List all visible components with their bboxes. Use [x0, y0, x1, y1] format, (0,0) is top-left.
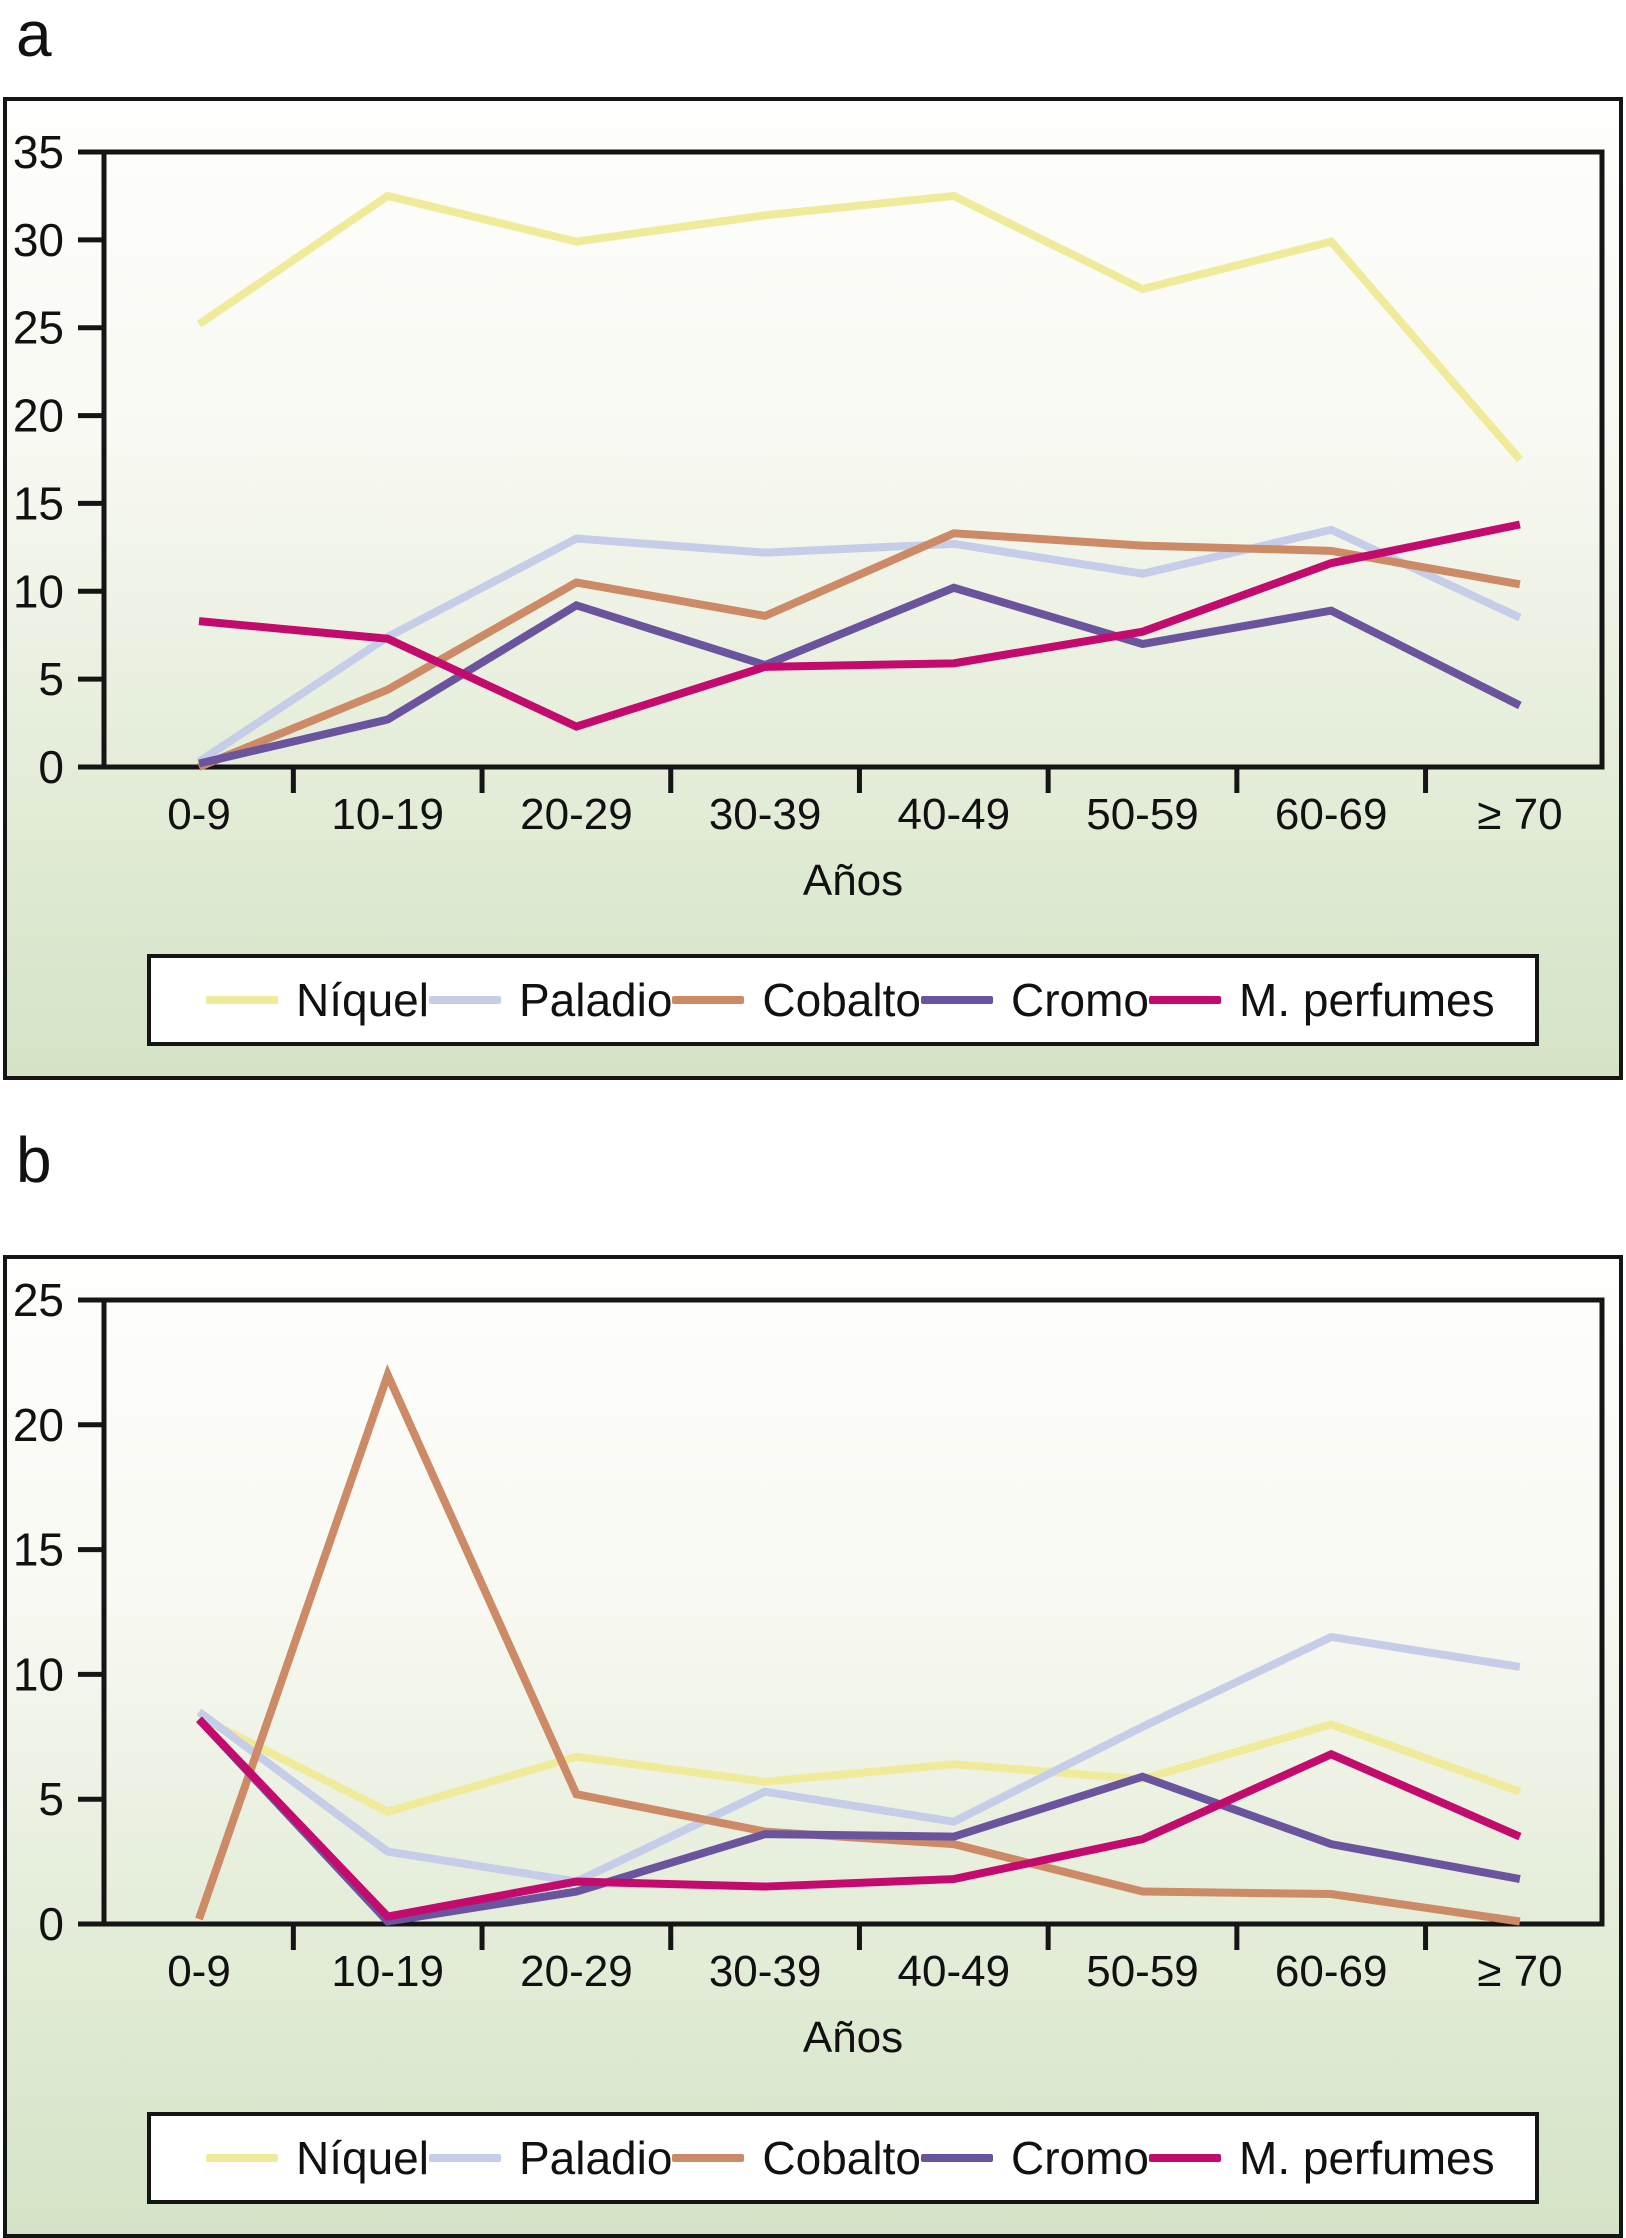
y-tick-label: 15	[13, 1524, 64, 1576]
plot-frame	[101, 1297, 1605, 1927]
y-tick-label: 30	[13, 214, 64, 266]
legend-swatch-icon	[672, 996, 745, 1004]
legend-swatch-icon	[428, 2154, 501, 2162]
legend-swatch-icon	[206, 2154, 278, 2162]
legend-item-paladio: Paladio	[428, 973, 673, 1027]
legend-label: Níquel	[296, 974, 429, 1026]
y-tick-label: 25	[13, 1274, 64, 1326]
x-tick-label: ≥ 70	[1477, 1947, 1562, 1996]
x-tick-label: 0-9	[167, 1947, 231, 1996]
y-tick-label: 0	[38, 1898, 64, 1950]
y-tick-label: 0	[38, 741, 64, 793]
x-axis-title: Años	[803, 2013, 903, 2062]
plot-frame	[101, 149, 1605, 770]
legend-item-m-perfumes: M. perfumes	[1149, 973, 1495, 1027]
series-line-paladio	[196, 1632, 1521, 1886]
panel-b-label: b	[16, 1124, 52, 1196]
x-tick-label: 20-29	[520, 790, 633, 839]
series-line-paladio	[196, 525, 1522, 766]
legend-item-cobalto: Cobalto	[672, 2131, 921, 2185]
legend-label: Cobalto	[762, 2132, 921, 2184]
series-line-cobalto	[197, 529, 1521, 771]
x-tick-label: 20-29	[520, 1947, 633, 1996]
legend-label: Paladio	[518, 2132, 673, 2184]
series-line-m-perfumes	[198, 520, 1521, 731]
legend-swatch-icon	[1149, 996, 1222, 1004]
y-tick-label: 5	[38, 653, 64, 705]
x-tick-label: 30-39	[709, 1947, 822, 1996]
legend-item-cobalto: Cobalto	[672, 973, 921, 1027]
legend-item-cromo: Cromo	[920, 973, 1150, 1027]
chart-b-plot: 0 5 10 15 20 25 0-9 10-19 20-29 30-39 40-49 50-59 60…	[13, 1274, 1605, 2062]
series-line-n-quel	[197, 1713, 1522, 1816]
x-tick-label: 60-69	[1275, 790, 1388, 839]
chart-a-legend: Níquel Paladio Cobalto Cromo M. perfumes	[147, 954, 1539, 1046]
chart-a-plot: 0 5 10 15 20 25 30 35 0-9 10-19 20-29 30-39 40-49 50-…	[13, 126, 1605, 905]
y-tick-label: 25	[13, 302, 64, 354]
legend-swatch-icon	[206, 996, 278, 1004]
legend-item-cromo: Cromo	[920, 2131, 1150, 2185]
legend-swatch-icon	[920, 2154, 993, 2162]
panel-a-label: a	[16, 0, 52, 70]
legend-swatch-icon	[672, 2154, 745, 2162]
legend-label: M. perfumes	[1239, 2132, 1495, 2184]
legend-item-n-quel: Níquel	[206, 973, 429, 1027]
legend-label: Paladio	[518, 974, 673, 1026]
x-tick-label: 0-9	[167, 790, 231, 839]
legend-item-m-perfumes: M. perfumes	[1149, 2131, 1495, 2185]
legend-label: Cobalto	[762, 974, 921, 1026]
legend-swatch-icon	[920, 996, 993, 1004]
chart-panel-b: 0 5 10 15 20 25 0-9 10-19 20-29 30-39 40-49 50-59 60…	[3, 1255, 1623, 2238]
legend-swatch-icon	[1149, 2154, 1222, 2162]
legend-label: Cromo	[1010, 2132, 1150, 2184]
legend-swatch-icon	[428, 996, 501, 1004]
series-line-m-perfumes	[196, 1716, 1522, 1921]
chart-b-legend: Níquel Paladio Cobalto Cromo M. perfumes	[147, 2112, 1539, 2204]
y-tick-label: 20	[13, 390, 64, 442]
x-tick-label: 30-39	[709, 790, 822, 839]
legend-item-n-quel: Níquel	[206, 2131, 429, 2185]
series-line-cromo	[196, 1716, 1521, 1926]
x-tick-label: 10-19	[331, 1947, 444, 1996]
y-tick-label: 10	[13, 1648, 64, 1700]
y-tick-label: 5	[38, 1773, 64, 1825]
legend-label: Níquel	[296, 2132, 429, 2184]
y-tick-label: 15	[13, 477, 64, 529]
x-tick-label: 40-49	[898, 790, 1011, 839]
x-tick-label: 50-59	[1086, 790, 1199, 839]
x-tick-label: 60-69	[1275, 1947, 1388, 1996]
series-line-n-quel	[196, 191, 1523, 463]
x-tick-label: ≥ 70	[1477, 790, 1562, 839]
chart-panel-a: 0 5 10 15 20 25 30 35 0-9 10-19 20-29 30-39 40-49 50-…	[3, 97, 1623, 1080]
x-axis-title: Años	[803, 856, 903, 905]
x-tick-label: 40-49	[898, 1947, 1011, 1996]
legend-item-paladio: Paladio	[428, 2131, 673, 2185]
series-line-cromo	[198, 583, 1522, 768]
y-tick-label: 20	[13, 1399, 64, 1451]
y-tick-label: 10	[13, 565, 64, 617]
legend-label: Cromo	[1010, 974, 1150, 1026]
legend-label: M. perfumes	[1239, 974, 1495, 1026]
y-tick-label: 35	[13, 126, 64, 178]
x-tick-label: 10-19	[331, 790, 444, 839]
x-tick-label: 50-59	[1086, 1947, 1199, 1996]
